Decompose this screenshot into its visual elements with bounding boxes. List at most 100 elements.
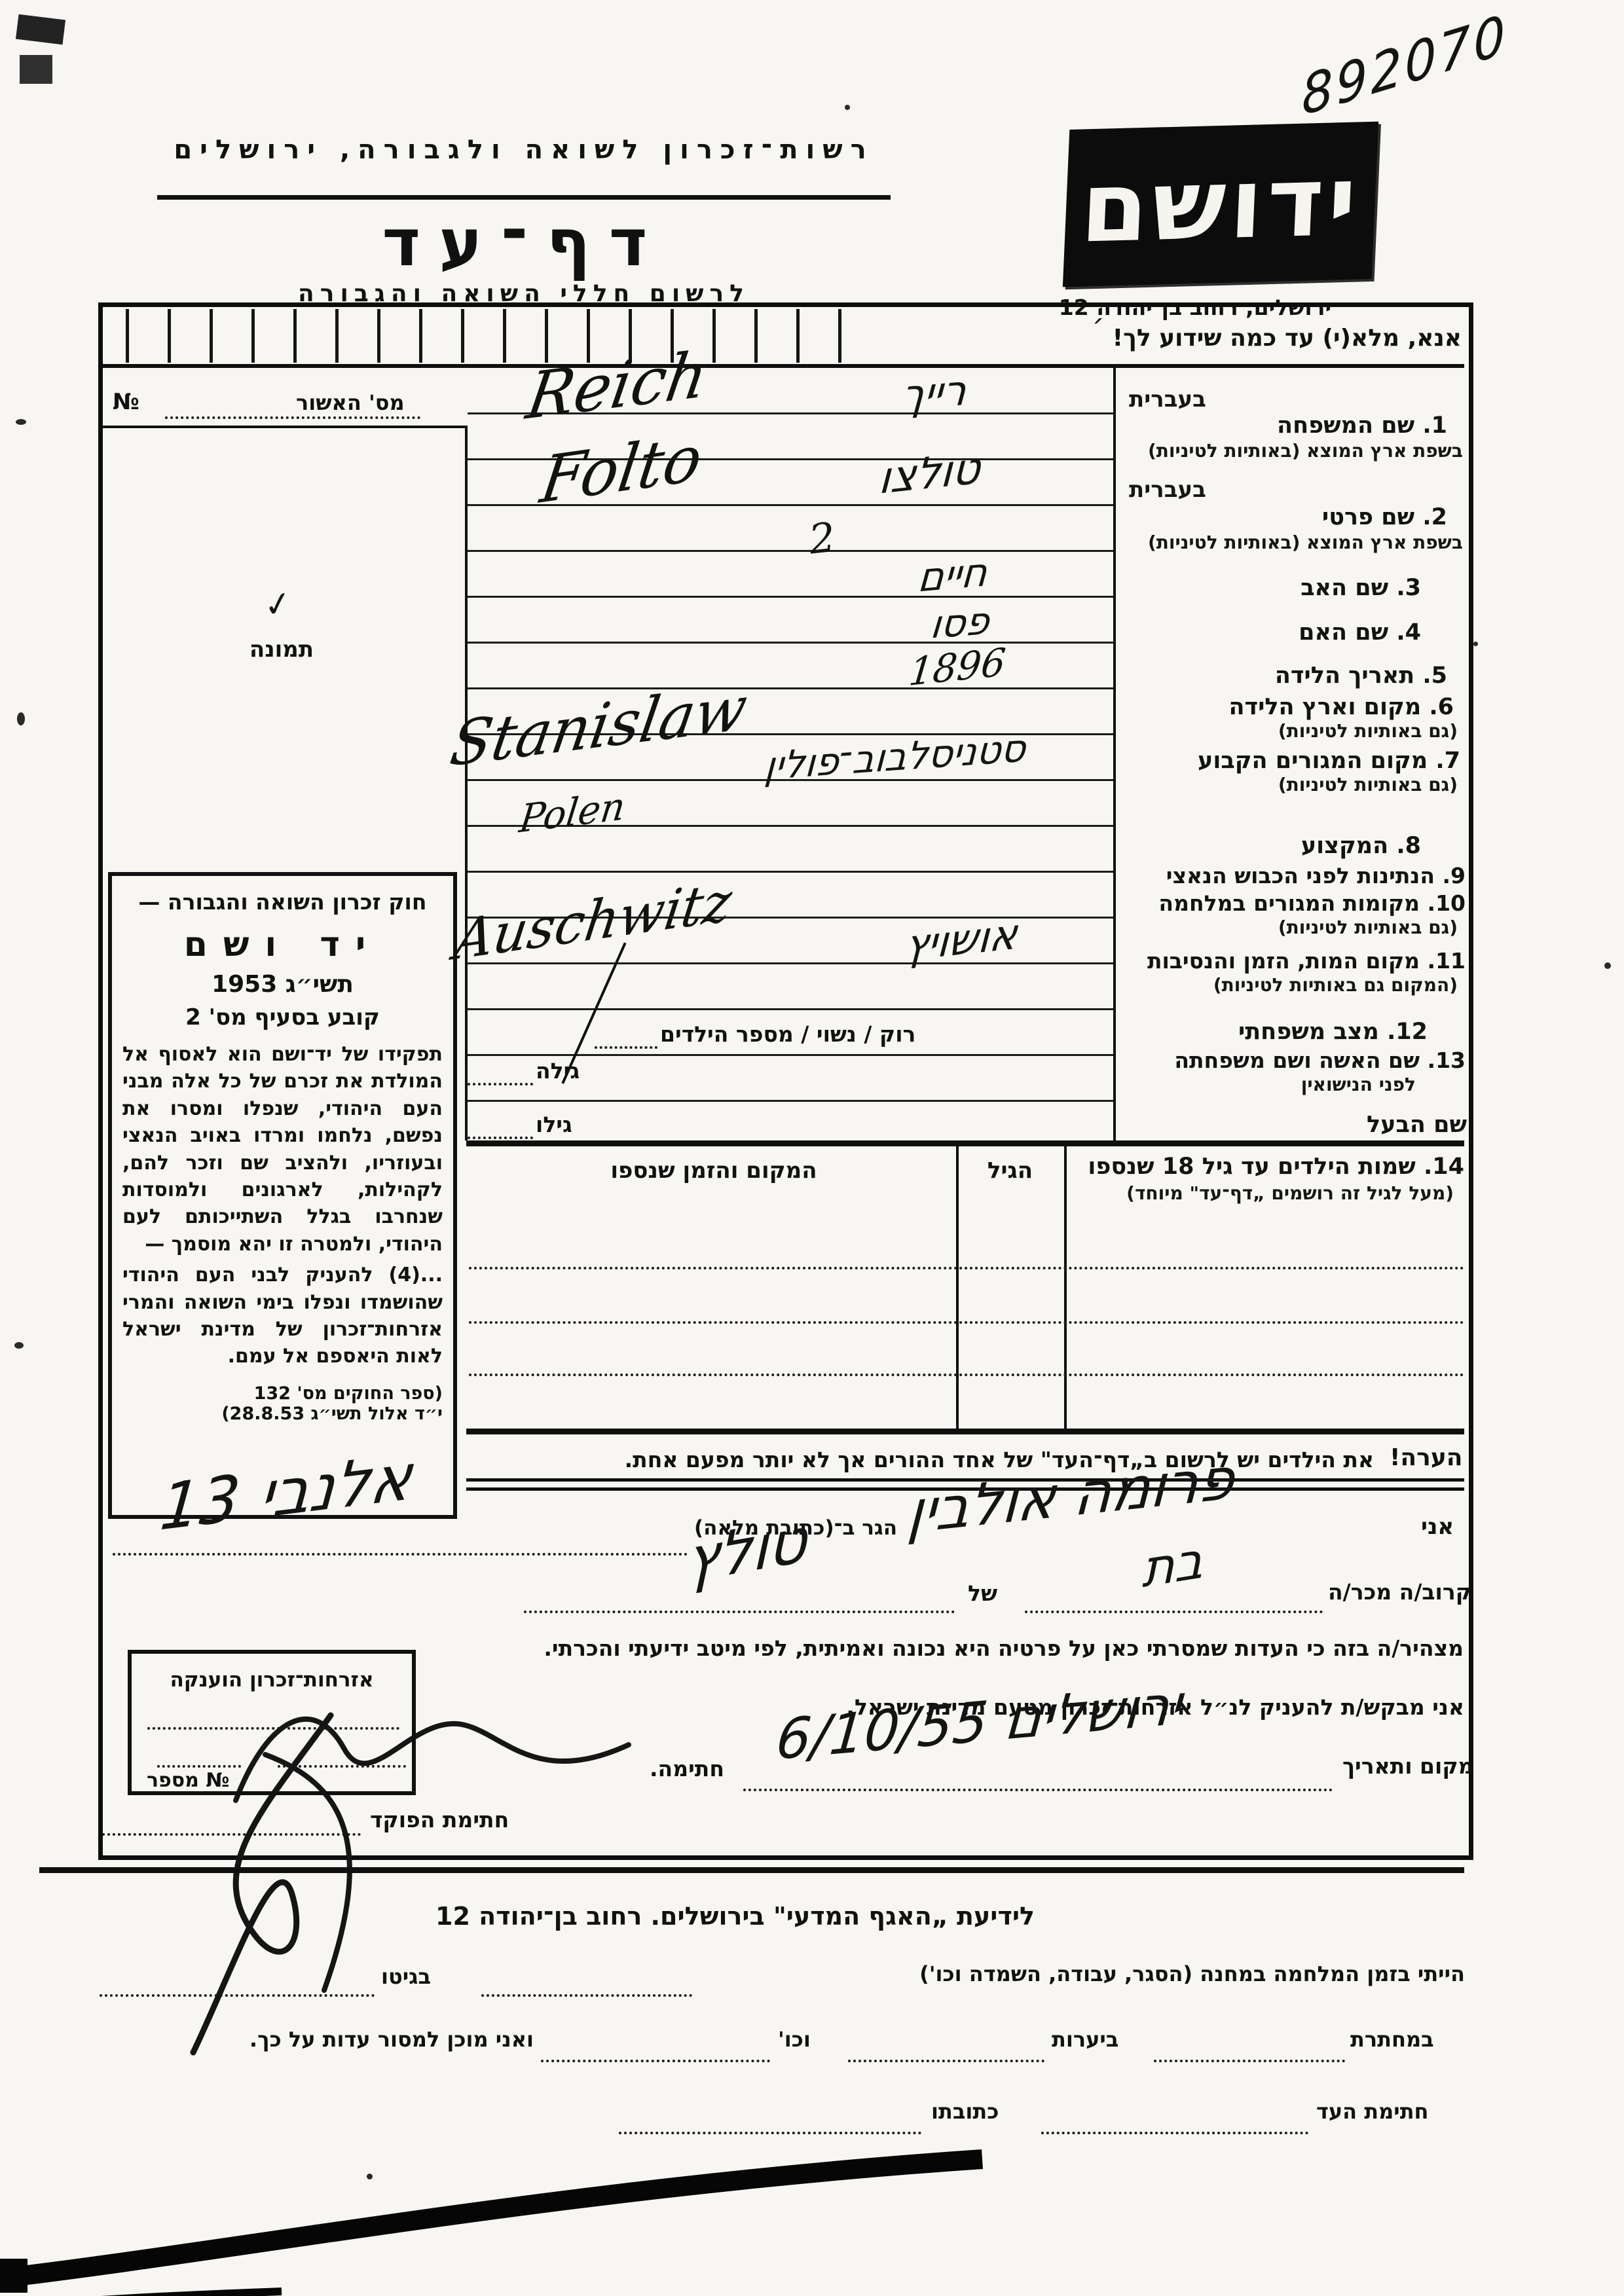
yad-vashem-stamp: ידושם [1062, 121, 1379, 287]
scan-speckle [1604, 962, 1611, 969]
etc-answer-line [541, 2060, 770, 2062]
field-1-label: 1. שם המשפחה [1277, 412, 1447, 439]
field-9-label: 9. הנתינות לפני הכבוש הנאצי [1166, 863, 1466, 888]
field-13-label: 13. שם האשה ושם משפחתה [1174, 1048, 1466, 1073]
note-double-rule-a [466, 1478, 1464, 1482]
underground-answer-line [1154, 2060, 1345, 2062]
clerk-signature-line [102, 1833, 361, 1836]
her-age-dotted-line [468, 1083, 533, 1085]
citizenship-line-1 [147, 1727, 399, 1730]
field-11-label: 11. מקום המות, הזמן והנסיבות [1147, 948, 1466, 974]
place-date-label: מקום ותאריך [1342, 1753, 1474, 1779]
field-14-label: 14. שמות הילדים עד גיל 18 שנספו [1088, 1154, 1464, 1180]
law-text-box: חוק זכרון השואה והגבורה — יד ושם תשי״ג 1… [108, 872, 457, 1519]
citizenship-box-title: אזרחות־זכרון הוענקה [170, 1668, 374, 1692]
handwritten-tick: ׳ [1092, 308, 1105, 341]
note-double-rule-b [466, 1487, 1464, 1491]
children-row-line-2 [469, 1321, 1464, 1324]
father-name-handwritten: חיים [915, 549, 989, 602]
children-row-line-3 [469, 1374, 1464, 1376]
comb-bottom-rule [103, 364, 1464, 368]
field-14-sublabel: (מעל לגיל זה רושמים „דף־עד" מיוחד) [1126, 1182, 1454, 1204]
witness-address-answer-line [619, 2132, 921, 2134]
photo-caption: תמונה [249, 636, 314, 663]
witness-signature-line [1041, 2132, 1308, 2134]
scan-smudge [15, 14, 66, 45]
scan-smudge [20, 55, 52, 84]
law-title: חוק זכרון השואה והגבורה — [138, 889, 427, 915]
children-col-age-header: הגיל [987, 1157, 1033, 1184]
relation-dotted-line [1025, 1611, 1323, 1613]
scan-speckle [1473, 642, 1478, 646]
field-7-label: 7. מקום המגורים הקבוע [1198, 748, 1460, 774]
field-6-sublabel: (גם באותיות לטיניות) [1278, 720, 1458, 742]
signature-label: חתימה. [650, 1756, 725, 1781]
field-1-hebrew-note: בעברית [1129, 386, 1206, 412]
fill-instruction: אנא, מלא(י) עד כמה שידוע לך! [1112, 325, 1462, 352]
citizenship-granted-box [128, 1650, 416, 1795]
law-year: תשי״ג 1953 [212, 971, 354, 998]
marital-status-options: רוק / נשוי / מספר הילדים [660, 1021, 916, 1047]
underground-label: במחתרת [1350, 2027, 1434, 2052]
field-12-label: 12. מצב משפחתי [1238, 1019, 1428, 1045]
note-text: את הילדים יש לרשום ב„דף־העד" של אחד ההור… [624, 1447, 1374, 1472]
place-date-dotted-line [743, 1789, 1333, 1791]
field-10-sublabel: (גם באותיות לטיניות) [1278, 917, 1458, 938]
approval-number-line [165, 416, 420, 419]
forests-label: ביערות [1052, 2027, 1119, 2052]
children-table-divider-1 [956, 1146, 959, 1430]
approval-no-symbol: № [113, 389, 139, 415]
witness-signature-scribble [233, 1716, 631, 1803]
testify-text: ואני מוכן למסור עדות על כך. [249, 2027, 534, 2052]
writing-lines-area [468, 369, 1113, 1141]
law-body: תפקידו של יד־ושם הוא לאסוף אל המולדת את … [122, 1043, 443, 1256]
bottom-heavy-rule [39, 1867, 1464, 1873]
field-8-label: 8. המקצוע [1301, 833, 1421, 859]
his-age-dotted-line [468, 1137, 533, 1139]
witness-relation-label: קרוב/ה מכר/ה [1328, 1579, 1471, 1605]
law-clause4: ...(4) להעניק לבני העם היהודי שהושמדו ונ… [122, 1264, 443, 1368]
org-title-underline [157, 195, 891, 200]
children-row-line-1 [469, 1267, 1464, 1269]
husband-name-label: שם הבעל [1367, 1112, 1467, 1138]
footer-notice: לידיעת „האגף המדעי" בירושלים. רחוב בן־יה… [435, 1902, 1035, 1931]
form-main-box [98, 302, 1473, 1860]
law-logo-text: יד ושם [183, 925, 382, 964]
field-2-sublabel: בשפת ארץ המוצא (באותיות לטיניות) [1147, 532, 1463, 553]
camp-question: הייתי בזמן המלחמה במחנה (הסגר, עבודה, הש… [919, 1961, 1465, 1986]
witness-of-label: של [968, 1580, 997, 1606]
citizenship-line-2b [278, 1765, 406, 1768]
clerk-signature-scribble [190, 1712, 352, 2056]
relation-handwritten: בת [1141, 1530, 1204, 1599]
citizenship-number-label: מספר № [147, 1769, 230, 1792]
registration-number-handwritten: 892070 [1300, 2, 1510, 128]
org-address: ירושלים, רחוב בן־יהודה 12 [1058, 295, 1332, 320]
her-age-label: גילה [536, 1058, 580, 1084]
law-reference-1: (ספר החוקים מס' 132 [253, 1383, 443, 1404]
camp-answer-line [481, 1994, 692, 1997]
children-table-bottom-rule [466, 1429, 1464, 1434]
photo-column-divider [465, 426, 468, 1140]
field-5-label: 5. תאריך הלידה [1274, 663, 1447, 689]
witness-i-label: אני [1421, 1514, 1454, 1540]
ghetto-answer-line [100, 1994, 375, 1997]
law-clause-title: קובע בסעיף מס' 2 [185, 1004, 380, 1030]
yad-vashem-logo-text: ידושם [1078, 144, 1363, 264]
field-2-hebrew-note: בעברית [1129, 477, 1206, 503]
scan-speckle [16, 419, 26, 425]
marital-dotted-line [595, 1046, 657, 1049]
field-13-sublabel: לפני הנישואין [1301, 1074, 1416, 1095]
serial-comb-ticks [126, 309, 879, 363]
scan-arc-artifact [0, 2149, 984, 2296]
witness-signature-label: חתימת העד [1316, 2099, 1429, 2124]
etc-label: וכו' [778, 2027, 811, 2052]
field-6-label: 6. מקום וארץ הלידה [1228, 694, 1454, 720]
scan-speckle [14, 1342, 24, 1349]
children-count-handwritten: 2 [807, 513, 838, 564]
scan-speckle [845, 105, 850, 110]
field-4-label: 4. שם האם [1299, 619, 1421, 646]
children-table-top-rule [466, 1140, 1464, 1146]
children-col-place-header: המקום והזמן שנספו [610, 1157, 817, 1184]
scan-speckle [367, 2174, 373, 2179]
